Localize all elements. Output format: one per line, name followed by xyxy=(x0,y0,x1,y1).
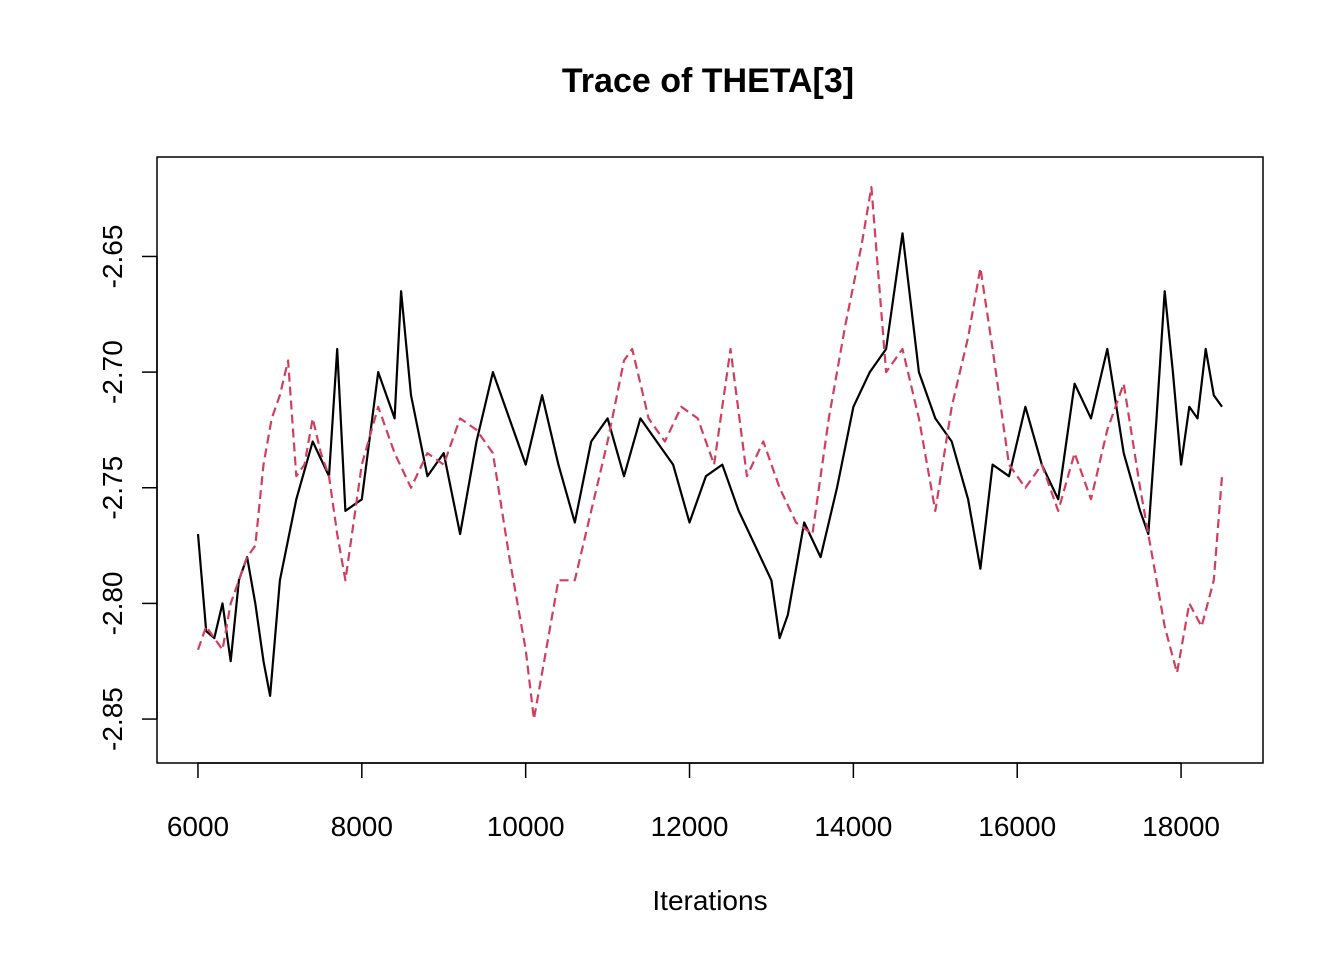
plot-frame xyxy=(156,156,1264,764)
y-tick-label: -2.75 xyxy=(97,456,128,520)
y-tick-label: -2.80 xyxy=(97,571,128,635)
chart-title: Trace of THETA[3] xyxy=(562,62,854,100)
y-axis: -2.65 -2.70 -2.75 -2.80 -2.85 xyxy=(97,225,158,751)
x-tick-label: 18000 xyxy=(1142,811,1220,842)
x-tick-label: 12000 xyxy=(651,811,729,842)
series-line-1 xyxy=(196,232,1223,698)
x-axis-label: Iterations xyxy=(652,885,767,916)
series-line-2 xyxy=(196,186,1224,721)
y-tick-label: -2.70 xyxy=(97,340,128,404)
x-tick-label: 6000 xyxy=(167,811,229,842)
x-tick-label: 10000 xyxy=(487,811,565,842)
x-axis: 6000 8000 10000 12000 14000 16000 18000 xyxy=(167,762,1220,842)
y-tick-label: -2.85 xyxy=(97,687,128,751)
x-tick-label: 8000 xyxy=(331,811,393,842)
x-tick-label: 14000 xyxy=(814,811,892,842)
x-tick-label: 16000 xyxy=(978,811,1056,842)
y-tick-label: -2.65 xyxy=(97,225,128,289)
series-layer xyxy=(196,186,1224,721)
